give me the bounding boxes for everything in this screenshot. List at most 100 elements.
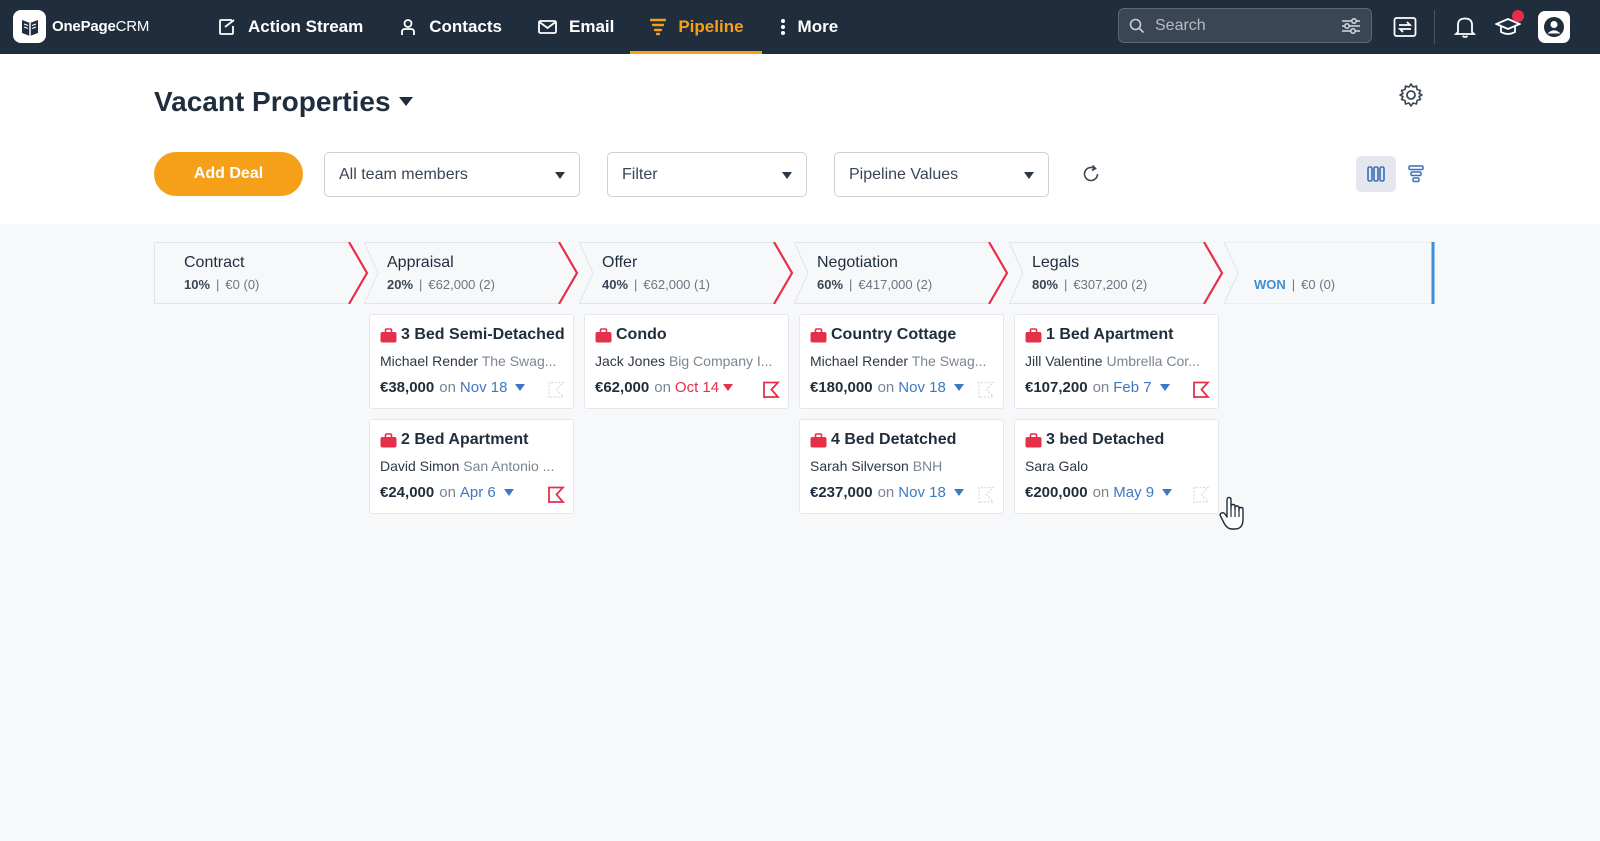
email-icon — [538, 20, 557, 34]
search-placeholder: Search — [1155, 16, 1206, 34]
deal-card[interactable]: Country Cottage Michael Render The Swag..… — [799, 314, 1004, 409]
deal-card[interactable]: 4 Bed Detatched Sarah Silverson BNH €237,0… — [799, 419, 1004, 514]
nav-divider — [1434, 10, 1435, 44]
deal-date-prefix: on — [1092, 484, 1110, 501]
flag-icon[interactable] — [547, 486, 566, 504]
deal-close-date[interactable]: Oct 14 — [674, 379, 720, 396]
deal-card[interactable]: 2 Bed Apartment David Simon San Antonio .… — [369, 419, 574, 514]
date-dropdown-icon[interactable] — [1162, 489, 1173, 496]
pipeline-values-select[interactable]: Pipeline Values — [834, 152, 1049, 197]
deal-contact-name[interactable]: Sara Galo — [1025, 458, 1089, 474]
nav-email[interactable]: Email — [538, 0, 614, 54]
gear-icon[interactable] — [1398, 82, 1426, 110]
deal-contact-row: Sara Galo — [1025, 458, 1213, 474]
stage-header[interactable]: WON | €0 (0) — [1224, 242, 1435, 304]
search-filter-sliders-icon[interactable] — [1341, 17, 1361, 35]
flag-icon[interactable] — [1192, 381, 1211, 399]
team-members-value: All team members — [339, 165, 468, 183]
graduation-cap-icon[interactable] — [1493, 12, 1523, 42]
stage-separator: | — [1291, 277, 1296, 292]
deal-amount: €237,000 — [810, 484, 873, 501]
deal-title: 1 Bed Apartment — [1046, 326, 1174, 343]
flag-icon[interactable] — [977, 381, 995, 399]
deal-contact-row: Jill Valentine Umbrella Cor... — [1025, 353, 1213, 369]
stage-header[interactable]: Offer 40% | €62,000 (1) — [579, 242, 794, 304]
stage-summary: 10% | €0 (0) — [184, 277, 259, 292]
filter-select[interactable]: Filter — [607, 152, 807, 197]
deal-card[interactable]: Condo Jack Jones Big Company I... €62,000 o… — [584, 314, 789, 409]
avatar[interactable] — [1538, 11, 1570, 43]
deal-contact-name[interactable]: David Simon — [380, 458, 460, 474]
deal-title-row: Condo — [595, 326, 667, 344]
team-members-select[interactable]: All team members — [324, 152, 580, 197]
bell-icon[interactable] — [1450, 12, 1480, 42]
deal-card[interactable]: 1 Bed Apartment Jill Valentine Umbrella C… — [1014, 314, 1219, 409]
deal-contact-name[interactable]: Sarah Silverson — [810, 458, 909, 474]
user-avatar-icon — [1544, 17, 1564, 37]
deal-close-date[interactable]: Nov 18 — [898, 379, 946, 396]
deal-date-prefix: on — [439, 484, 456, 501]
deal-contact-name[interactable]: Jack Jones — [595, 353, 666, 369]
nav-label: Email — [568, 17, 615, 36]
stage-separator: | — [216, 277, 220, 292]
add-deal-button[interactable]: Add Deal — [154, 152, 303, 196]
search-input[interactable]: Search — [1118, 8, 1372, 43]
logo-text: OnePageCRM — [52, 18, 149, 35]
nav-action-stream[interactable]: Action Stream — [218, 0, 363, 54]
stage-header[interactable]: Contract 10% | €0 (0) — [154, 242, 369, 304]
date-dropdown-icon[interactable] — [515, 384, 526, 391]
stage-header[interactable]: Legals 80% | €307,200 (2) — [1009, 242, 1224, 304]
stage-name: Appraisal — [387, 254, 454, 271]
deal-close-date[interactable]: May 9 — [1113, 484, 1155, 501]
date-dropdown-icon[interactable] — [953, 384, 964, 391]
stage-value: €307,200 (2) — [1073, 277, 1148, 292]
stage-chevron-shape — [364, 242, 579, 304]
stage-separator: | — [419, 277, 423, 292]
app-logo[interactable]: OnePageCRM — [13, 10, 149, 43]
dropdown-arrow-icon — [782, 172, 792, 179]
deal-value-row: €38,000 on Nov 18 — [380, 379, 526, 396]
date-dropdown-icon[interactable] — [503, 489, 514, 496]
briefcase-icon — [380, 327, 397, 342]
funnel-icon — [1408, 165, 1424, 183]
date-dropdown-icon[interactable] — [953, 489, 964, 496]
page-title: Vacant Properties — [154, 86, 391, 117]
briefcase-icon — [1025, 327, 1042, 342]
deal-title: 3 bed Detached — [1046, 431, 1165, 448]
pipeline-title-dropdown[interactable]: Vacant Properties — [154, 86, 413, 118]
flag-icon[interactable] — [762, 381, 781, 399]
flag-icon[interactable] — [977, 486, 995, 504]
board-view-button[interactable] — [1356, 156, 1396, 192]
caret-down-icon — [398, 97, 413, 106]
deal-contact-row: Michael Render The Swag... — [380, 353, 568, 369]
deal-close-date[interactable]: Nov 18 — [459, 379, 508, 396]
nav-more[interactable]: More — [780, 0, 838, 54]
date-dropdown-icon[interactable] — [1159, 384, 1170, 391]
nav-contacts[interactable]: Contacts — [399, 0, 502, 54]
deal-contact-name[interactable]: Michael Render — [810, 353, 909, 369]
deal-date-prefix: on — [877, 484, 895, 501]
deal-contact-row: David Simon San Antonio ... — [380, 458, 568, 474]
stage-header[interactable]: Negotiation 60% | €417,000 (2) — [794, 242, 1009, 304]
stage-name: Offer — [602, 254, 638, 271]
deal-close-date[interactable]: Feb 7 — [1113, 379, 1152, 396]
deal-close-date[interactable]: Nov 18 — [898, 484, 946, 501]
stage-header[interactable]: Appraisal 20% | €62,000 (2) — [364, 242, 579, 304]
deal-card[interactable]: 3 Bed Semi-Detached Michael Render The Sw… — [369, 314, 574, 409]
deal-contact-name[interactable]: Michael Render — [380, 353, 479, 369]
deal-contact-name[interactable]: Jill Valentine — [1025, 353, 1103, 369]
date-dropdown-icon[interactable] — [723, 384, 734, 391]
flag-icon[interactable] — [547, 381, 565, 399]
nav-pipeline[interactable]: Pipeline — [630, 0, 762, 54]
deal-value-row: €107,200 on Feb 7 — [1025, 379, 1170, 396]
deal-card[interactable]: 3 bed Detached Sara Galo €200,000 on May 9 — [1014, 419, 1219, 514]
deal-amount: €200,000 — [1025, 484, 1088, 501]
refresh-icon[interactable] — [1080, 163, 1102, 185]
dropdown-arrow-icon — [555, 172, 565, 179]
quick-switch-icon[interactable] — [1390, 12, 1420, 42]
deal-close-date[interactable]: Apr 6 — [459, 484, 496, 501]
funnel-view-button[interactable] — [1396, 156, 1436, 192]
stage-separator: | — [849, 277, 853, 292]
flag-icon[interactable] — [1192, 486, 1210, 504]
deal-company: BNH — [912, 458, 943, 474]
